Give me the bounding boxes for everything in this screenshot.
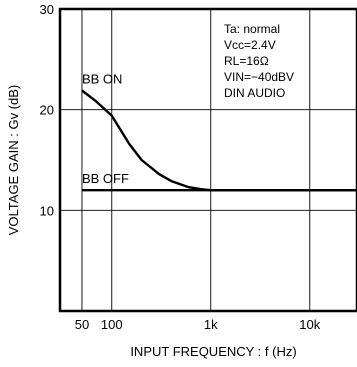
- curves: BB ON BB OFF: [81, 72, 357, 192]
- x-axis-label: INPUT FREQUENCY : f (Hz): [130, 344, 296, 359]
- y-tick-label: 10: [40, 203, 54, 218]
- y-axis-label: VOLTAGE GAIN : Gv (dB): [6, 85, 21, 236]
- plot-frame: [58, 7, 357, 313]
- condition-line: Vcc=2.4V: [224, 38, 276, 52]
- grid: [60, 9, 357, 311]
- x-tick-label: 50: [75, 317, 89, 332]
- y-tick-label: 30: [40, 2, 54, 17]
- x-tick-label: 10k: [299, 317, 320, 332]
- x-tick-label: 100: [101, 317, 123, 332]
- series-label: BB ON: [82, 72, 122, 87]
- tick-labels: 50 100 1k 10k 10 20 30: [40, 2, 321, 332]
- y-tick-label: 20: [40, 103, 54, 118]
- conditions-annotation: Ta: normal Vcc=2.4V RL=16Ω VIN=−40dBV DIN AU…: [224, 22, 294, 100]
- condition-line: DIN AUDIO: [224, 86, 285, 100]
- condition-line: RL=16Ω: [224, 54, 269, 68]
- condition-line: VIN=−40dBV: [224, 70, 294, 84]
- condition-line: Ta: normal: [224, 22, 280, 36]
- x-tick-label: 1k: [204, 317, 218, 332]
- series-label: BB OFF: [82, 171, 129, 186]
